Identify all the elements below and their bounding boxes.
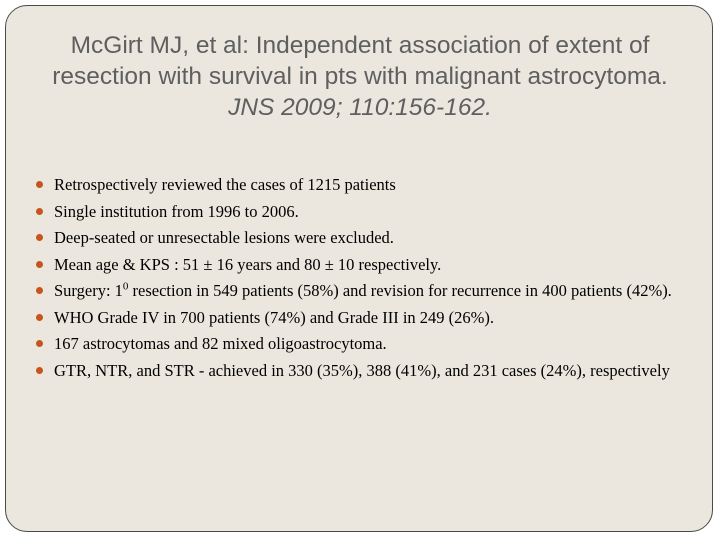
surgery-suffix: resection in 549 patients (58%) and revi… <box>128 281 672 300</box>
bullet-dot-icon <box>36 313 43 321</box>
bullet-text-surgery: Surgery: 10 resection in 549 patients (5… <box>54 281 672 300</box>
bullet-dot-icon <box>36 181 43 188</box>
bullet-item: Surgery: 10 resection in 549 patients (5… <box>36 281 696 301</box>
bullet-dot-icon <box>36 366 43 374</box>
bullet-dot-icon <box>36 234 43 241</box>
bullet-item: Retrospectively reviewed the cases of 12… <box>36 175 696 195</box>
bullet-list: Retrospectively reviewed the cases of 12… <box>36 175 696 387</box>
bullet-item: 167 astrocytomas and 82 mixed oligoastro… <box>36 334 696 354</box>
bullet-text: GTR, NTR, and STR - achieved in 330 (35%… <box>54 360 670 380</box>
title-line-2: resection with survival in pts with mali… <box>52 63 668 90</box>
title-citation: JNS 2009; 110:156-162. <box>228 94 492 121</box>
slide: McGirt MJ, et al: Independent associatio… <box>5 5 713 532</box>
bullet-text: Single institution from 1996 to 2006. <box>54 201 299 221</box>
slide-title: McGirt MJ, et al: Independent associatio… <box>6 30 712 123</box>
bullet-dot-icon <box>36 260 43 268</box>
title-line-1: McGirt MJ, et al: Independent associatio… <box>70 32 650 59</box>
surgery-superscript: 0 <box>122 280 129 293</box>
bullet-dot-icon <box>36 207 43 215</box>
bullet-dot-icon <box>36 340 43 347</box>
bullet-item: WHO Grade IV in 700 patients (74%) and G… <box>36 308 696 328</box>
bullet-text: 167 astrocytomas and 82 mixed oligoastro… <box>54 334 387 353</box>
bullet-text: WHO Grade IV in 700 patients (74%) and G… <box>54 307 495 327</box>
surgery-prefix: Surgery: 1 <box>54 281 123 300</box>
bullet-dot-icon <box>36 287 43 294</box>
bullet-item: Deep-seated or unresectable lesions were… <box>36 228 696 248</box>
bullet-item: GTR, NTR, and STR - achieved in 330 (35%… <box>36 361 696 381</box>
bullet-text: Mean age & KPS : 51 ± 16 years and 80 ± … <box>54 254 442 274</box>
bullet-item: Mean age & KPS : 51 ± 16 years and 80 ± … <box>36 255 696 275</box>
bullet-text: Retrospectively reviewed the cases of 12… <box>54 175 396 194</box>
bullet-text: Deep-seated or unresectable lesions were… <box>54 228 394 247</box>
bullet-item: Single institution from 1996 to 2006. <box>36 202 696 222</box>
